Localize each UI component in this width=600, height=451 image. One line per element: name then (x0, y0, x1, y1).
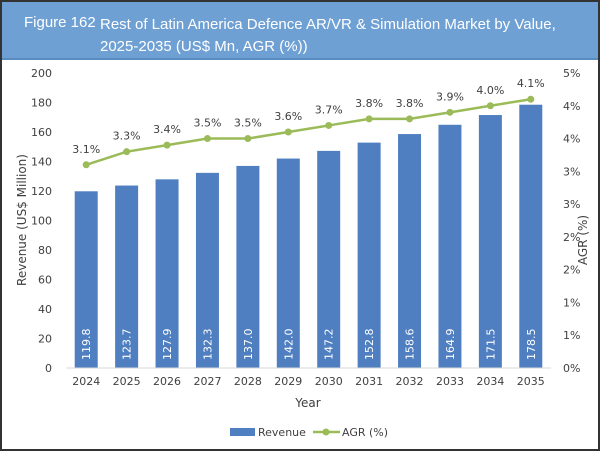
revenue-bar (74, 191, 98, 368)
x-tick-label: 2032 (396, 375, 424, 388)
legend: Revenue AGR (%) (230, 426, 388, 439)
revenue-bar (115, 185, 139, 368)
agr-point (486, 102, 494, 110)
revenue-data-label: 119.8 (80, 329, 93, 361)
y2-tick-label: 4% (563, 100, 580, 113)
agr-data-label: 3.8% (355, 97, 383, 110)
y-tick-label: 140 (31, 156, 52, 169)
x-tick-label: 2024 (72, 375, 100, 388)
y-tick-label: 60 (38, 274, 52, 287)
revenue-data-label: 178.5 (525, 329, 538, 361)
legend-revenue-label: Revenue (258, 426, 306, 439)
revenue-bar (398, 134, 422, 368)
legend-agr-label: AGR (%) (342, 426, 388, 439)
revenue-bar (155, 179, 179, 368)
agr-point (527, 95, 535, 103)
agr-point (325, 121, 333, 129)
revenue-bar (478, 115, 502, 368)
y-tick-label: 20 (38, 333, 52, 346)
revenue-bar (317, 150, 341, 368)
y2-tick-label: 3% (563, 165, 580, 178)
agr-point (406, 115, 414, 123)
y-tick-label: 100 (31, 215, 52, 228)
agr-data-label: 3.6% (274, 110, 302, 123)
x-axis-label: Year (294, 396, 320, 410)
revenue-data-label: 147.2 (323, 329, 336, 361)
agr-data-label: 3.4% (153, 123, 181, 136)
agr-point (244, 135, 252, 143)
x-tick-label: 2033 (436, 375, 464, 388)
legend-revenue-swatch (230, 428, 255, 436)
x-tick-label: 2035 (517, 375, 545, 388)
revenue-data-label: 137.0 (242, 329, 255, 361)
revenue-data-label: 171.5 (484, 329, 497, 361)
y-tick-label: 120 (31, 185, 52, 198)
y2-axis-label: AGR (%) (576, 215, 590, 265)
agr-data-label: 3.3% (113, 130, 141, 143)
x-tick-label: 2028 (234, 375, 262, 388)
y-tick-label: 200 (31, 67, 52, 80)
agr-point (82, 161, 90, 169)
revenue-bar (357, 142, 381, 368)
revenue-bar (438, 124, 462, 369)
agr-point (163, 141, 171, 149)
agr-data-label: 3.8% (396, 97, 424, 110)
x-tick-label: 2034 (476, 375, 504, 388)
x-tick-label: 2031 (355, 375, 383, 388)
agr-data-label: 3.7% (315, 103, 343, 116)
x-tick-label: 2030 (315, 375, 343, 388)
agr-point (284, 128, 292, 136)
revenue-data-label: 158.6 (404, 329, 417, 361)
x-tick-label: 2025 (113, 375, 141, 388)
y2-tick-label: 5% (563, 67, 580, 80)
y2-tick-label: 3% (563, 198, 580, 211)
y2-tick-label: 4% (563, 133, 580, 146)
x-tick-label: 2027 (193, 375, 221, 388)
chart-title: Rest of Latin America Defence AR/VR & Si… (100, 16, 556, 55)
y2-tick-label: 1% (563, 296, 580, 309)
revenue-bar (276, 158, 300, 368)
revenue-bar (236, 165, 260, 368)
figure-label: Figure 162 (24, 14, 96, 31)
y2-tick-label: 0% (563, 362, 580, 375)
y2-tick-label: 2% (563, 264, 580, 277)
y-tick-label: 180 (31, 97, 52, 110)
agr-data-label: 3.9% (436, 90, 464, 103)
agr-data-label: 4.0% (476, 84, 504, 97)
y-axis-label: Revenue (US$ Million) (15, 154, 29, 286)
revenue-data-label: 132.3 (201, 329, 214, 361)
title-bar: Figure 162 Rest of Latin America Defence… (2, 2, 598, 60)
agr-point (446, 108, 454, 116)
agr-data-label: 3.5% (234, 117, 262, 130)
agr-point (365, 115, 373, 123)
x-tick-label: 2029 (274, 375, 302, 388)
agr-data-label: 3.1% (72, 143, 100, 156)
revenue-data-label: 142.0 (282, 329, 295, 361)
revenue-data-label: 127.9 (161, 329, 174, 361)
y-tick-label: 0 (45, 362, 52, 375)
revenue-data-label: 152.8 (363, 329, 376, 361)
legend-agr-marker (322, 428, 330, 436)
y2-tick-label: 2% (563, 231, 580, 244)
revenue-data-label: 123.7 (121, 329, 134, 361)
y-tick-label: 80 (38, 244, 52, 257)
agr-line (85, 97, 531, 166)
x-tick-label: 2026 (153, 375, 181, 388)
y2-tick-label: 1% (563, 329, 580, 342)
revenue-data-label: 164.9 (444, 329, 457, 361)
agr-point (123, 148, 131, 156)
agr-data-label: 4.1% (517, 77, 545, 90)
y-tick-label: 160 (31, 126, 52, 139)
revenue-bar (195, 172, 219, 368)
y-tick-label: 40 (38, 303, 52, 316)
agr-data-label: 3.5% (193, 117, 221, 130)
revenue-bar (519, 104, 543, 369)
agr-point (203, 135, 211, 143)
